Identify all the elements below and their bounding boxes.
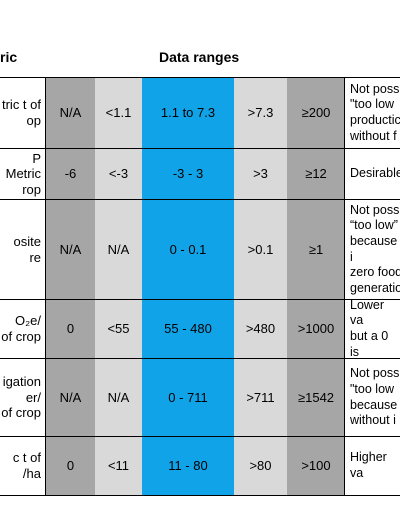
range-cell: N/A <box>59 241 82 257</box>
metric-label-co2e: O₂e/ of crop <box>1 313 41 344</box>
range-cell: ≥1542 <box>297 389 335 405</box>
metric-header: ric <box>0 49 18 65</box>
range-cell: ≥1 <box>308 241 324 257</box>
range-cell: 1.1 to 7.3 <box>160 105 216 121</box>
note-cell: Desirable <box>350 166 400 181</box>
range-cell: >480 <box>245 321 276 337</box>
range-cell: -6 <box>64 166 77 182</box>
note-cell: Not possi “too low” because i zero food … <box>350 202 400 295</box>
na-column-fill <box>46 78 95 495</box>
range-cell: >3 <box>253 166 268 182</box>
metric-label-yield: tric t of op <box>1 97 41 128</box>
range-cell: 0 <box>66 321 75 337</box>
range-cell: >80 <box>249 458 272 474</box>
column-divider <box>344 77 345 496</box>
range-cell: >100 <box>301 458 331 474</box>
range-cell: 55 - 480 <box>164 321 212 337</box>
range-cell: <11 <box>107 458 130 474</box>
row-divider <box>0 148 400 149</box>
note-cell: Lower va but a 0 is <box>350 300 389 358</box>
note-cell: Not poss "too low because without i <box>350 366 400 428</box>
row-divider <box>0 436 400 437</box>
data-ranges-header: Data ranges <box>159 49 240 65</box>
metric-label-irrigation-water: igation er/ of crop <box>1 374 41 421</box>
desirable-range-column-fill <box>142 78 234 495</box>
range-cell: 0 - 711 <box>168 389 208 405</box>
range-cell: 11 - 80 <box>168 458 208 474</box>
row-divider <box>0 299 400 300</box>
range-cell: N/A <box>107 389 130 405</box>
column-divider <box>45 77 46 496</box>
range-cell: >7.3 <box>247 105 274 121</box>
range-cell: 0 <box>66 458 75 474</box>
table-border-bottom <box>0 495 400 496</box>
range-cell: N/A <box>59 105 82 121</box>
range-cell: <-3 <box>108 166 129 182</box>
metric-label-composite-score: osite re <box>13 233 41 265</box>
high-column-fill <box>234 78 287 495</box>
very-high-column-fill <box>287 78 345 495</box>
note-cell: Not poss "too low productic without f <box>350 81 400 143</box>
range-cell: >0.1 <box>247 241 274 257</box>
range-cell: -3 - 3 <box>172 166 204 182</box>
range-cell: N/A <box>59 389 82 405</box>
row-divider <box>0 358 400 359</box>
range-cell: ≥200 <box>301 105 331 121</box>
range-cell: N/A <box>107 241 130 257</box>
range-cell: 0 - 0.1 <box>169 241 207 257</box>
range-cell: >1000 <box>297 321 335 337</box>
metric-label-per-ha: c t of /ha <box>12 450 41 481</box>
note-cell: Higher va <box>350 450 387 480</box>
table-border-top <box>0 77 400 78</box>
low-column-fill <box>95 78 142 495</box>
row-divider <box>0 199 400 200</box>
range-cell: <1.1 <box>105 105 132 121</box>
range-cell: ≥12 <box>305 166 327 182</box>
range-cell: >711 <box>246 389 275 405</box>
metric-label: P Metric rop <box>5 150 41 197</box>
range-cell: <55 <box>107 321 130 337</box>
